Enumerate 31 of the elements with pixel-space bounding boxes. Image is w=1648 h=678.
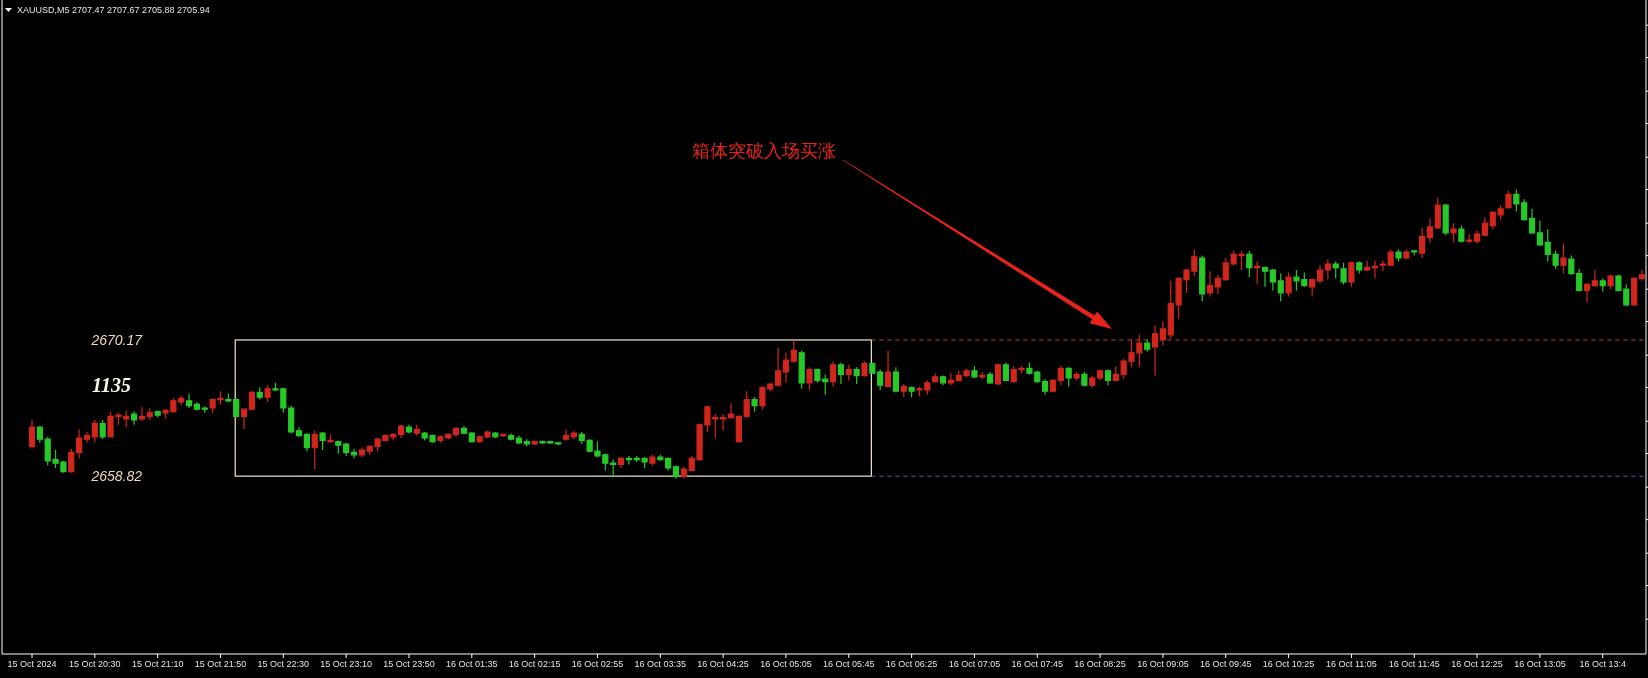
x-tick-label: 16 Oct 13:4 [1579, 659, 1626, 669]
x-tick-label: 16 Oct 12:25 [1451, 659, 1503, 669]
x-tick-label: 15 Oct 21:50 [194, 659, 247, 669]
x-tick-label: 16 Oct 03:35 [634, 659, 687, 669]
x-tick-label: 16 Oct 09:45 [1199, 659, 1252, 669]
y-tick-label: 2670.17 [90, 331, 144, 348]
x-tick-label: 16 Oct 07:05 [948, 659, 1001, 669]
x-tick-label: 15 Oct 23:10 [320, 659, 372, 669]
x-tick-label: 15 Oct 2024 [7, 659, 57, 669]
x-tick-label: 15 Oct 21:10 [131, 659, 184, 669]
x-tick-label: 16 Oct 07:45 [1011, 659, 1064, 669]
y-tick-label: 2658.82 [90, 468, 143, 485]
x-tick-label: 16 Oct 10:25 [1262, 659, 1315, 669]
x-tick-label: 16 Oct 13:05 [1514, 659, 1566, 669]
x-tick-label: 15 Oct 23:50 [383, 659, 435, 669]
x-tick-label: 16 Oct 11:05 [1325, 659, 1377, 669]
x-tick-label: 16 Oct 09:05 [1137, 659, 1189, 669]
annotation: 1135 [92, 374, 131, 396]
x-tick-label: 16 Oct 02:15 [508, 659, 561, 669]
x-tick-label: 16 Oct 01:35 [446, 659, 498, 669]
x-tick-label: 16 Oct 06:25 [885, 659, 938, 669]
x-tick-label: 16 Oct 04:25 [697, 659, 749, 669]
x-tick-label: 16 Oct 02:55 [571, 659, 624, 669]
x-tick-label: 15 Oct 22:30 [257, 659, 310, 669]
text: XAUUSD,M5 2707.47 2707.67 2705.88 2705.94 [17, 5, 210, 15]
x-tick-label: 16 Oct 11:45 [1388, 659, 1440, 669]
x-tick-label: 16 Oct 05:45 [823, 659, 875, 669]
annotation: 箱体突破入场买涨 [692, 141, 836, 161]
x-tick-label: 16 Oct 05:05 [760, 659, 812, 669]
x-tick-label: 15 Oct 20:30 [69, 659, 121, 669]
x-tick-label: 16 Oct 08:25 [1074, 659, 1126, 669]
